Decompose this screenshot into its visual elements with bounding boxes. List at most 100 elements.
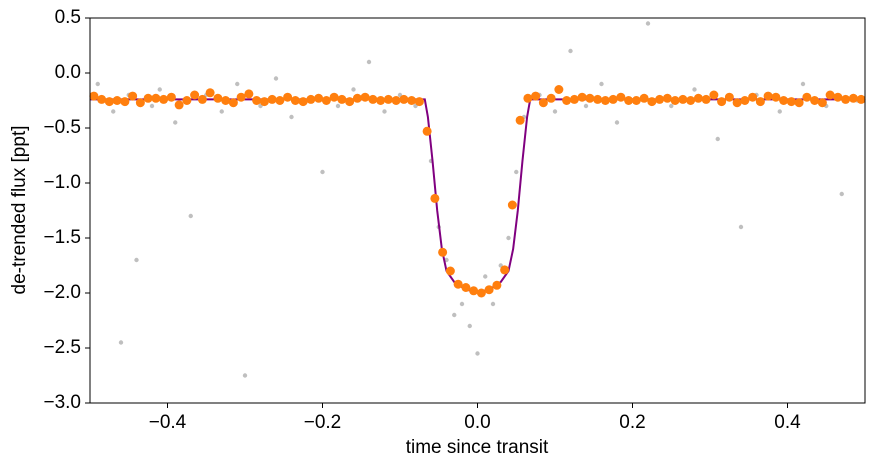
binned-point <box>166 92 176 102</box>
data-point <box>173 120 178 125</box>
data-point <box>452 312 457 318</box>
data-point <box>692 87 697 92</box>
data-point <box>289 114 294 120</box>
binned-point <box>554 85 564 94</box>
binned-point <box>585 93 595 103</box>
data-point <box>95 81 100 87</box>
binned-point <box>763 91 773 101</box>
binned-point <box>500 265 510 275</box>
data-point <box>111 109 116 114</box>
binned-point <box>709 90 719 100</box>
binned-point <box>717 97 727 107</box>
y-tick-label: −1.0 <box>43 172 81 193</box>
binned-point <box>174 100 184 110</box>
binned-point <box>461 283 471 292</box>
binned-point <box>515 115 525 125</box>
binned-point <box>647 97 657 107</box>
binned-point <box>352 93 362 103</box>
binned-point <box>97 94 107 104</box>
binned-point <box>802 92 812 102</box>
data-point <box>614 120 620 125</box>
binned-point <box>159 94 169 104</box>
binned-point <box>794 98 804 108</box>
binned-point <box>197 94 207 104</box>
data-point <box>738 224 744 230</box>
binned-point <box>151 93 161 103</box>
x-axis-label: time since transit <box>406 437 549 458</box>
binned-point <box>779 96 789 105</box>
binned-point <box>135 98 145 108</box>
data-point <box>490 301 496 307</box>
binned-point <box>841 94 851 104</box>
binned-point <box>182 96 192 105</box>
binned-point <box>298 97 308 107</box>
binned-point <box>639 93 649 103</box>
data-point <box>382 109 387 114</box>
binned-point <box>546 93 556 103</box>
binned-point <box>624 96 634 105</box>
binned-point <box>724 92 734 102</box>
binned-point <box>321 96 331 105</box>
binned-point <box>368 94 378 104</box>
binned-point <box>825 90 835 100</box>
binned-point <box>833 92 843 102</box>
binned-point <box>259 97 269 107</box>
data-point <box>777 109 782 114</box>
binned-point <box>445 266 455 276</box>
y-axis-label: de-trended flux [ppt] <box>9 126 30 295</box>
x-tick-label: 0.4 <box>774 412 801 433</box>
binned-point <box>407 96 417 105</box>
binned-point <box>236 92 246 102</box>
binned-point <box>631 96 641 105</box>
y-tick-label: −0.5 <box>43 117 81 138</box>
data-point <box>320 169 325 175</box>
data-point <box>335 103 341 109</box>
binned-point <box>732 98 742 108</box>
data-point <box>506 235 511 241</box>
binned-point <box>112 96 122 105</box>
binned-point <box>616 92 626 102</box>
data-point <box>552 109 558 114</box>
binned-point <box>600 96 610 105</box>
data-point <box>273 76 279 81</box>
binned-point <box>252 96 262 105</box>
binned-point <box>593 94 603 104</box>
data-point <box>475 351 480 356</box>
binned-point <box>469 286 479 296</box>
plot-frame <box>89 17 866 404</box>
binned-point <box>104 97 114 107</box>
binned-point <box>693 93 703 103</box>
binned-point <box>205 88 215 98</box>
binned-point <box>438 247 448 257</box>
binned-point <box>275 96 285 105</box>
data-point <box>669 103 674 109</box>
binned-point <box>786 97 796 107</box>
binned-point <box>577 92 587 102</box>
binned-point <box>391 96 401 105</box>
binned-point <box>414 97 424 107</box>
y-tick-label: −1.5 <box>43 227 81 248</box>
y-tick-label: 0.0 <box>55 62 81 83</box>
binned-point <box>755 97 765 107</box>
x-tick-label: 0.0 <box>464 412 490 433</box>
binned-point <box>771 92 781 102</box>
binned-point <box>244 89 254 99</box>
data-point <box>467 323 472 329</box>
data-point <box>157 87 162 92</box>
binned-point <box>337 94 347 104</box>
binned-point <box>422 126 432 136</box>
binned-point <box>538 98 548 108</box>
binned-point <box>376 96 386 105</box>
data-point <box>235 81 240 87</box>
binned-point <box>678 94 688 104</box>
binned-point <box>810 96 820 105</box>
data-point <box>715 136 720 142</box>
data-point <box>188 213 193 219</box>
binned-point <box>290 96 300 105</box>
binned-point <box>329 92 339 102</box>
x-tick-label: 0.2 <box>619 412 645 433</box>
binned-point <box>670 96 680 105</box>
binned-point <box>128 91 138 101</box>
binned-point <box>531 91 541 101</box>
binned-point <box>267 94 277 104</box>
